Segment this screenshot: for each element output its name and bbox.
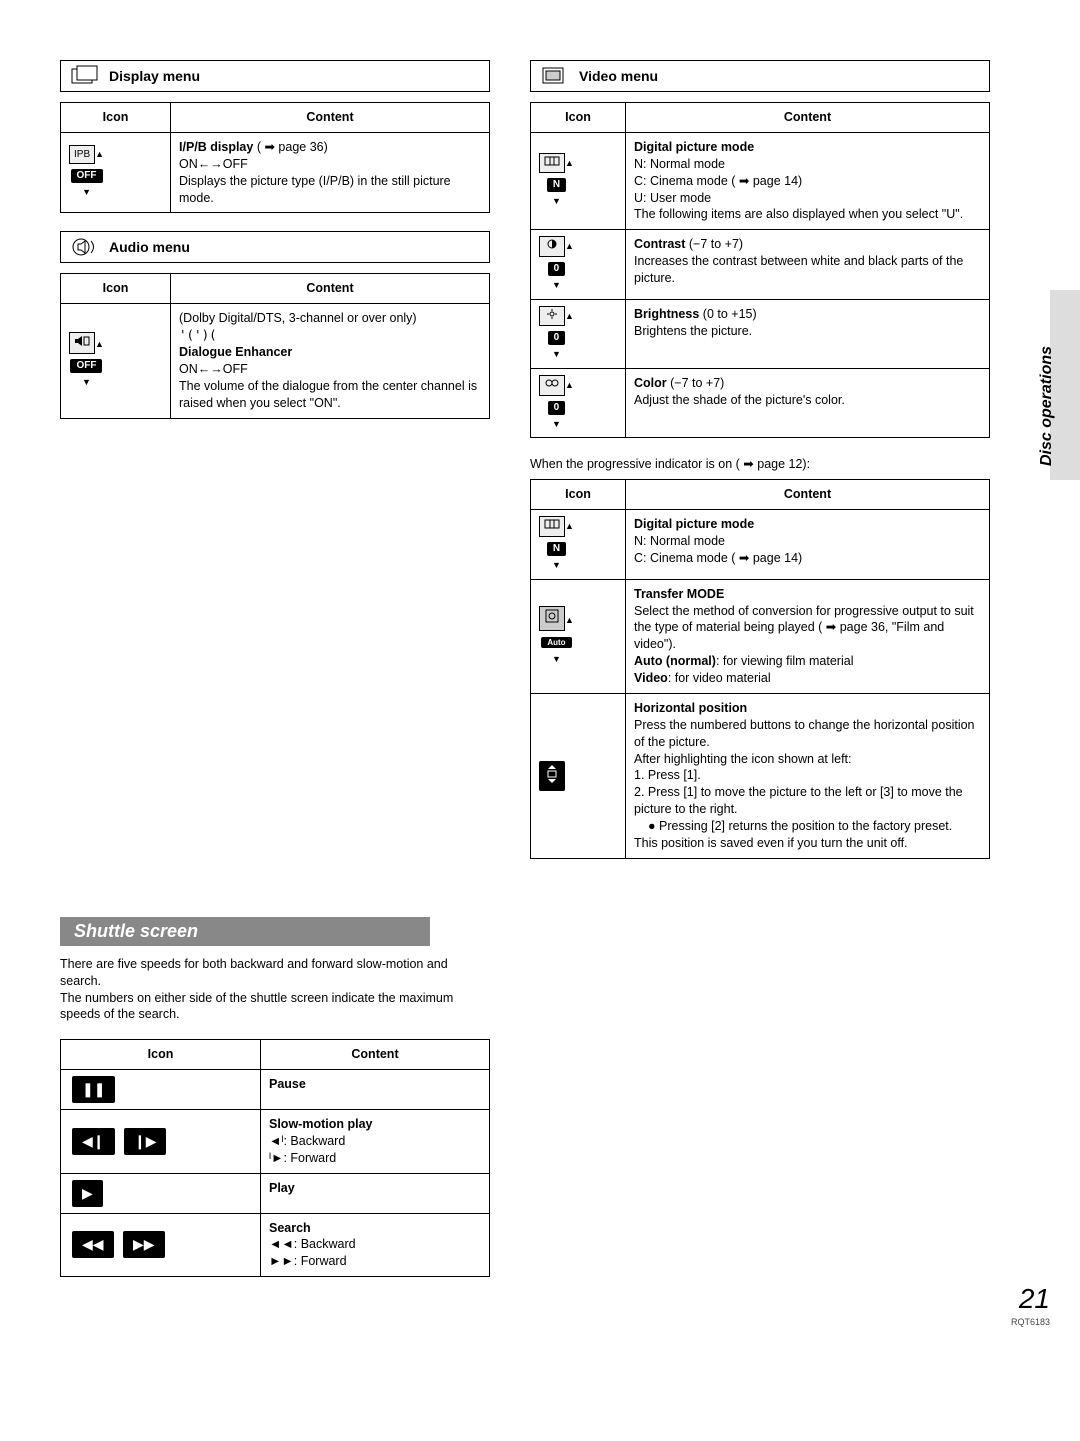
search-content-cell: Search ◄◄: Backward ►►: Forward bbox=[261, 1213, 490, 1277]
brightness-icon-cell: ▲ 0▼ bbox=[531, 299, 626, 368]
color-icon bbox=[539, 375, 565, 396]
shuttle-table: Icon Content ❚❚ Pause ◀❙ ❙▶ Slow-motion … bbox=[60, 1039, 490, 1277]
pause-label: Pause bbox=[269, 1077, 306, 1091]
th-content: Content bbox=[171, 274, 490, 304]
video-menu-header: Video menu bbox=[530, 60, 990, 92]
video-menu-title: Video menu bbox=[579, 68, 658, 84]
th-icon: Icon bbox=[61, 103, 171, 133]
transfer-icon bbox=[539, 606, 565, 631]
play-label: Play bbox=[269, 1181, 295, 1195]
display-menu-icon bbox=[71, 65, 99, 87]
contrast-icon bbox=[539, 236, 565, 257]
audio-menu-table: Icon Content ▲ OFF▼ (Dolby Digital/DTS, … bbox=[60, 273, 490, 418]
ffwd-icon: ▶▶ bbox=[123, 1231, 165, 1258]
dialogue-desc: The volume of the dialogue from the cent… bbox=[179, 379, 477, 410]
ipb-content-cell: I/P/B display ( ➡ page 36) ON←→OFF Displ… bbox=[171, 132, 490, 213]
th-content: Content bbox=[626, 480, 990, 510]
dialogue-toggle: ON←→OFF bbox=[179, 362, 248, 376]
th-content: Content bbox=[261, 1040, 490, 1070]
transfer-icon-cell: ▲ Auto▼ bbox=[531, 579, 626, 693]
dpm-icon-cell: ▲ N▼ bbox=[531, 132, 626, 229]
rewind-icon: ◀◀ bbox=[72, 1231, 114, 1258]
monitor-icon bbox=[539, 153, 565, 174]
th-icon: Icon bbox=[531, 103, 626, 133]
dialogue-content-cell: (Dolby Digital/DTS, 3-channel or over on… bbox=[171, 304, 490, 418]
color-content-cell: Color (−7 to +7) Adjust the shade of the… bbox=[626, 369, 990, 438]
display-menu-table: Icon Content IPB▲ OFF▼ I/P/B display ( ➡… bbox=[60, 102, 490, 213]
search-icon-cell: ◀◀ ▶▶ bbox=[61, 1213, 261, 1277]
ipb-icon-cell: IPB▲ OFF▼ bbox=[61, 132, 171, 213]
contrast-content-cell: Contrast (−7 to +7) Increases the contra… bbox=[626, 230, 990, 299]
pause-icon-cell: ❚❚ bbox=[61, 1070, 261, 1110]
contrast-icon-cell: ▲ 0▼ bbox=[531, 230, 626, 299]
prog-dpm-icon-cell: ▲ N▼ bbox=[531, 510, 626, 579]
progressive-caption: When the progressive indicator is on ( ➡… bbox=[530, 456, 990, 471]
dialogue-icon-cell: ▲ OFF▼ bbox=[61, 304, 171, 418]
video-menu-table: Icon Content ▲ N▼ Digital picture mode N… bbox=[530, 102, 990, 438]
hpos-content-cell: Horizontal position Press the numbered b… bbox=[626, 693, 990, 858]
prog-dpm-content-cell: Digital picture mode N: Normal mode C: C… bbox=[626, 510, 990, 579]
ipb-title: I/P/B display bbox=[179, 140, 253, 154]
display-menu-header: Display menu bbox=[60, 60, 490, 92]
progressive-table: Icon Content ▲ N▼ Digital picture mode N… bbox=[530, 479, 990, 858]
th-content: Content bbox=[626, 103, 990, 133]
shuttle-intro: There are five speeds for both backward … bbox=[60, 956, 480, 1024]
speaker-icon bbox=[69, 332, 95, 355]
hpos-icon-cell bbox=[531, 693, 626, 858]
play-icon: ▶ bbox=[72, 1180, 103, 1207]
th-icon: Icon bbox=[531, 480, 626, 510]
brightness-icon bbox=[539, 306, 565, 327]
hpos-icon bbox=[539, 761, 565, 791]
page-number: 21 bbox=[1019, 1283, 1050, 1315]
th-icon: Icon bbox=[61, 274, 171, 304]
th-icon: Icon bbox=[61, 1040, 261, 1070]
slowmo-content-cell: Slow-motion play ◄ᴵ: Backward ᴵ►: Forwar… bbox=[261, 1110, 490, 1174]
video-menu-icon bbox=[541, 65, 569, 87]
ipb-ref: ( ➡ page 36) bbox=[257, 140, 328, 154]
th-content: Content bbox=[171, 103, 490, 133]
ipb-desc: Displays the picture type (I/P/B) in the… bbox=[179, 174, 451, 205]
audio-menu-icon bbox=[71, 236, 99, 258]
slow-back-icon: ◀❙ bbox=[72, 1128, 115, 1155]
pause-icon: ❚❚ bbox=[72, 1076, 115, 1103]
dpm-title: Digital picture mode bbox=[634, 140, 754, 154]
ipb-toggle: ON←→OFF bbox=[179, 157, 248, 171]
ipb-badge: OFF bbox=[71, 169, 103, 183]
ipb-icon-text: IPB bbox=[69, 145, 95, 165]
brightness-content-cell: Brightness (0 to +15) Brightens the pict… bbox=[626, 299, 990, 368]
transfer-content-cell: Transfer MODE Select the method of conve… bbox=[626, 579, 990, 693]
monitor-icon bbox=[539, 516, 565, 537]
color-icon-cell: ▲ 0▼ bbox=[531, 369, 626, 438]
shuttle-heading: Shuttle screen bbox=[60, 917, 430, 946]
dpm-content-cell: Digital picture mode N: Normal mode C: C… bbox=[626, 132, 990, 229]
doc-code: RQT6183 bbox=[1011, 1317, 1050, 1327]
play-icon-cell: ▶ bbox=[61, 1173, 261, 1213]
dpm-badge: N bbox=[547, 178, 566, 192]
slowmo-icon-cell: ◀❙ ❙▶ bbox=[61, 1110, 261, 1174]
audio-menu-header: Audio menu bbox=[60, 231, 490, 263]
dialogue-title: Dialogue Enhancer bbox=[179, 345, 292, 359]
audio-menu-title: Audio menu bbox=[109, 239, 190, 255]
dialogue-prereq: (Dolby Digital/DTS, 3-channel or over on… bbox=[179, 311, 417, 325]
dialogue-badge: OFF bbox=[70, 359, 102, 373]
display-menu-title: Display menu bbox=[109, 68, 200, 84]
slow-fwd-icon: ❙▶ bbox=[124, 1128, 167, 1155]
side-tab: Disc operations bbox=[1050, 290, 1080, 480]
side-tab-label: Disc operations bbox=[1038, 346, 1056, 466]
